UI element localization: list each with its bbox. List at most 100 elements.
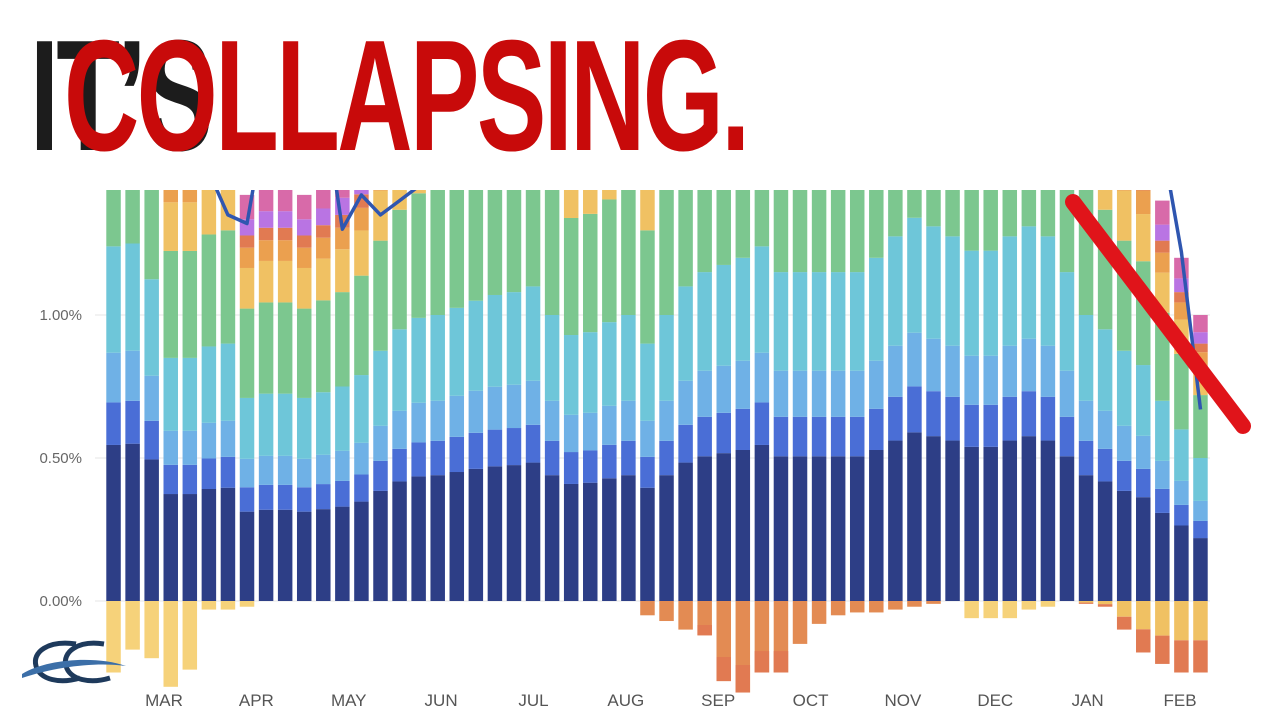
headline: IT’S COLLAPSING. bbox=[30, 6, 1099, 186]
bar-segment bbox=[220, 487, 236, 601]
bar-segment bbox=[1193, 315, 1208, 333]
bar-segment bbox=[773, 370, 789, 417]
bar-segment bbox=[411, 190, 426, 194]
bar-segment bbox=[354, 474, 369, 502]
negative-bar bbox=[1193, 601, 1208, 641]
bar-segment bbox=[1059, 416, 1075, 457]
bar-segment bbox=[1116, 425, 1132, 461]
bar-segment bbox=[964, 446, 979, 601]
bar-segment bbox=[487, 466, 503, 601]
bar-segment bbox=[1116, 190, 1132, 191]
bar-segment bbox=[468, 390, 484, 433]
bar-segment bbox=[792, 190, 808, 273]
bar-segment bbox=[277, 393, 293, 456]
bar-segment bbox=[335, 386, 350, 451]
bar-segment bbox=[449, 190, 465, 308]
bar-segment bbox=[354, 207, 369, 231]
bar-segment bbox=[849, 370, 865, 417]
bar-segment bbox=[1193, 458, 1208, 501]
bar-segment bbox=[316, 454, 331, 485]
x-month-label: JUL bbox=[518, 691, 548, 710]
bar-segment bbox=[1116, 490, 1132, 601]
bar-segment bbox=[544, 190, 560, 315]
bar-segment bbox=[1078, 440, 1094, 476]
bar-segment bbox=[792, 370, 808, 417]
bar-segment bbox=[373, 425, 388, 461]
bar-segment bbox=[296, 397, 312, 459]
bar-segment bbox=[830, 416, 846, 457]
bar-segment bbox=[125, 443, 140, 601]
bar-segment bbox=[869, 449, 884, 601]
bar-segment bbox=[1136, 365, 1151, 436]
bar-segment bbox=[907, 386, 922, 433]
bar-segment bbox=[811, 456, 827, 601]
bar-segment bbox=[106, 246, 121, 353]
bar-segment bbox=[945, 236, 960, 346]
bar-segment bbox=[563, 217, 579, 336]
bar-segment bbox=[907, 432, 922, 601]
bar-segment bbox=[411, 476, 426, 601]
bar-segment bbox=[506, 190, 522, 293]
bar-segment bbox=[1116, 350, 1132, 426]
bar-segment bbox=[792, 272, 808, 371]
negative-bar bbox=[1097, 601, 1113, 605]
bar-segment bbox=[1021, 436, 1037, 601]
bar-segment bbox=[563, 190, 579, 218]
bar-segment bbox=[926, 338, 941, 392]
bar-segment bbox=[163, 430, 178, 465]
x-month-label: MAY bbox=[331, 691, 367, 710]
headline-part1: IT’S bbox=[30, 8, 213, 184]
bar-segment bbox=[735, 360, 751, 409]
bar-segment bbox=[1040, 396, 1056, 441]
bar-segment bbox=[1174, 353, 1189, 430]
negative-bar bbox=[640, 601, 655, 616]
channel-logo-icon bbox=[22, 640, 126, 684]
bar-segment bbox=[983, 190, 998, 251]
bar-segment bbox=[888, 345, 903, 397]
bar-segment bbox=[316, 190, 331, 209]
bar-segment bbox=[277, 240, 293, 261]
bar-segment bbox=[716, 264, 731, 366]
negative-bar bbox=[964, 601, 979, 619]
bar-segment bbox=[544, 400, 560, 441]
bar-segment bbox=[1174, 292, 1189, 303]
bar-segment bbox=[1097, 481, 1113, 601]
bar-segment bbox=[144, 420, 159, 460]
bar-segment bbox=[296, 235, 312, 248]
negative-bar bbox=[830, 601, 846, 616]
bar-segment bbox=[544, 315, 560, 401]
bar-segment bbox=[163, 494, 178, 601]
bar-segment bbox=[125, 400, 140, 444]
bar-segment bbox=[621, 400, 636, 441]
bar-segment bbox=[296, 458, 312, 488]
x-month-label: JUN bbox=[425, 691, 458, 710]
bar-segment bbox=[583, 412, 598, 451]
bar-segment bbox=[487, 190, 503, 295]
negative-bar bbox=[907, 601, 922, 607]
bar-segment bbox=[602, 190, 617, 200]
bar-segment bbox=[487, 386, 503, 430]
bar-segment bbox=[1193, 343, 1208, 353]
bar-segment bbox=[602, 405, 617, 445]
negative-bar bbox=[1097, 604, 1113, 607]
bar-segment bbox=[754, 402, 770, 445]
bar-segment bbox=[258, 190, 274, 212]
bar-segment bbox=[621, 190, 636, 315]
bar-segment bbox=[430, 315, 445, 401]
bar-segment bbox=[354, 230, 369, 276]
bar-segment bbox=[811, 190, 827, 273]
bar-segment bbox=[735, 408, 751, 450]
bar-segment bbox=[220, 420, 236, 457]
bar-segment bbox=[1155, 200, 1170, 225]
bar-segment bbox=[430, 475, 445, 601]
bar-segment bbox=[678, 380, 693, 425]
x-month-label: JAN bbox=[1072, 691, 1104, 710]
bar-segment bbox=[1155, 252, 1170, 273]
bar-segment bbox=[678, 190, 693, 287]
x-month-label: APR bbox=[239, 691, 274, 710]
x-month-label: DEC bbox=[977, 691, 1013, 710]
bar-segment bbox=[316, 258, 331, 301]
negative-bar bbox=[869, 601, 884, 613]
bar-segment bbox=[296, 247, 312, 268]
bar-segment bbox=[449, 436, 465, 473]
